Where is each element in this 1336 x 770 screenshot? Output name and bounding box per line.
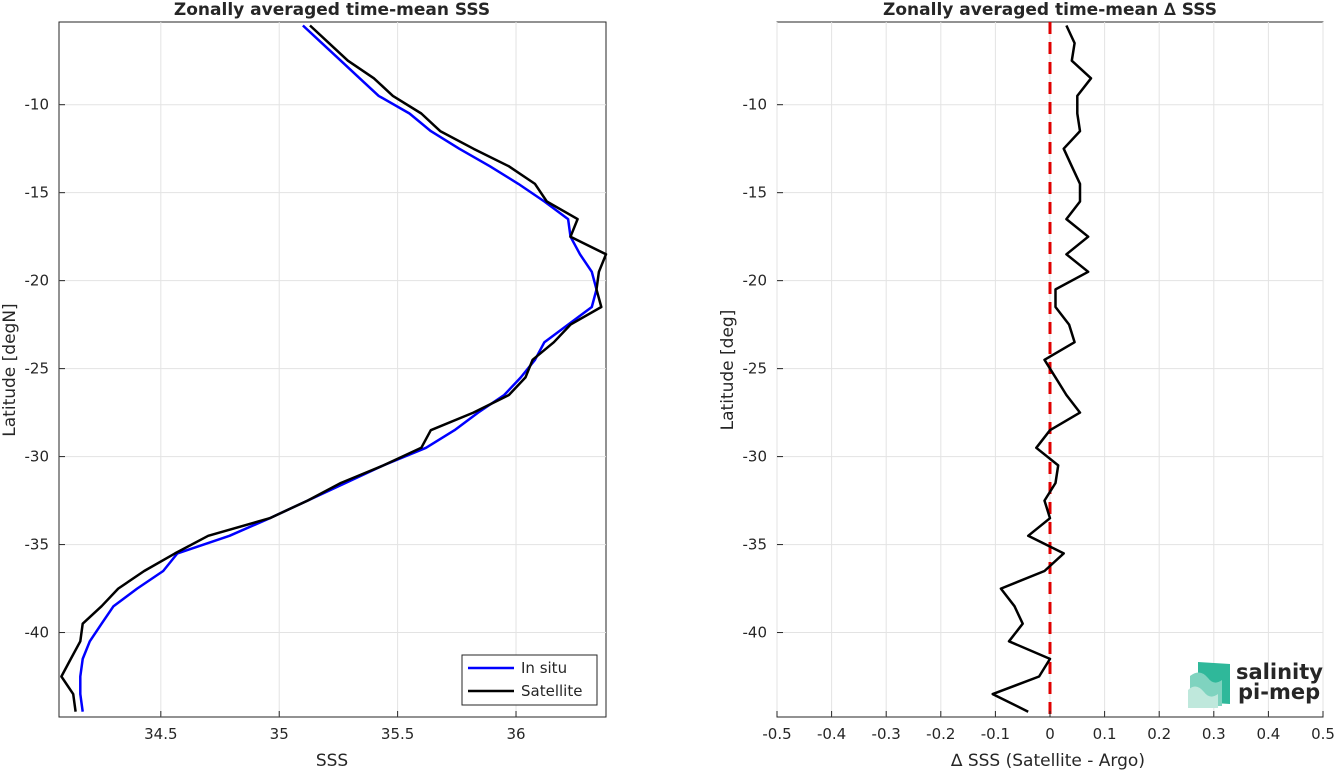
delta-sss-x-tick-label: 0.4 — [1256, 725, 1280, 743]
salinity-pi-mep-logo: salinity pi-mep — [1188, 660, 1323, 708]
delta-sss-x-tick-label: -0.1 — [981, 725, 1010, 743]
delta-sss-x-tick-label: 0.5 — [1311, 725, 1335, 743]
logo-text-pi-mep: pi-mep — [1238, 680, 1320, 704]
sss-grid — [59, 22, 606, 717]
delta-sss-y-tick-label: -40 — [743, 624, 768, 642]
delta-sss-y-tick-label: -15 — [743, 184, 768, 202]
sss-x-tick-label: 36 — [506, 725, 525, 743]
delta-sss-y-tick-label: -25 — [743, 360, 768, 378]
sss-y-axis-label: Latitude [degN] — [0, 303, 20, 436]
delta-sss-x-tick-label: 0 — [1045, 725, 1055, 743]
sss-x-axis-label: SSS — [316, 751, 348, 770]
sss-x-tick-label: 35.5 — [381, 725, 414, 743]
sss-x-tick-label: 34.5 — [144, 725, 177, 743]
sss-legend: In situ Satellite — [461, 654, 598, 706]
delta-sss-series-0-line — [991, 24, 1093, 713]
sss-legend-box — [461, 654, 598, 706]
sss-series — [60, 24, 608, 712]
delta-sss-x-axis-label: ∆ SSS (Satellite - Argo) — [950, 751, 1145, 770]
delta-sss-y-axis-label: Latitude [deg] — [718, 310, 738, 431]
delta-sss-chart-title: Zonally averaged time-mean ∆ SSS — [883, 0, 1217, 20]
delta-sss-x-tick-label: 0.2 — [1147, 725, 1171, 743]
legend-label-in-situ: In situ — [521, 659, 567, 677]
sss-plot-area — [58, 21, 607, 718]
delta-sss-x-tick-label: -0.2 — [926, 725, 955, 743]
sss-satellite-line — [60, 24, 608, 712]
delta-sss-x-tick-label: 0.3 — [1202, 725, 1226, 743]
sss-y-tick-label: -40 — [25, 624, 50, 642]
delta-sss-x-tick-label: -0.3 — [872, 725, 901, 743]
legend-label-satellite: Satellite — [521, 682, 582, 700]
delta-sss-series — [991, 24, 1093, 713]
delta-sss-y-tick-label: -30 — [743, 448, 768, 466]
delta-sss-y-tick-label: -10 — [743, 96, 768, 114]
sss-y-tick-label: -25 — [25, 360, 50, 378]
sss-y-tick-label: -30 — [25, 448, 50, 466]
sss-y-tick-label: -15 — [25, 184, 50, 202]
sss-panel: 34.5 35 35.5 36 -10 -15 -20 -25 -30 -35 -40 Zonall… — [0, 0, 608, 770]
sss-ticks: 34.5 35 35.5 36 -10 -15 -20 -25 -30 -35 -40 — [25, 96, 526, 743]
delta-sss-y-tick-label: -35 — [743, 536, 768, 554]
delta-sss-y-tick-label: -20 — [743, 272, 768, 290]
sss-x-tick-label: 35 — [270, 725, 289, 743]
sss-y-tick-label: -20 — [25, 272, 50, 290]
logo-text-salinity: salinity — [1236, 660, 1323, 684]
sss-chart-title: Zonally averaged time-mean SSS — [174, 0, 490, 20]
delta-sss-panel: -0.5 -0.4 -0.3 -0.2 -0.1 0 0.1 0.2 0.3 0.4 0.5 -10 -… — [718, 0, 1335, 770]
sss-y-tick-label: -35 — [25, 536, 50, 554]
delta-sss-x-tick-label: -0.5 — [762, 725, 791, 743]
delta-sss-grid — [776, 22, 1324, 717]
sss-y-tick-label: -10 — [25, 96, 50, 114]
delta-sss-x-tick-label: 0.1 — [1093, 725, 1117, 743]
delta-sss-x-tick-label: -0.4 — [817, 725, 846, 743]
delta-sss-ticks: -0.5 -0.4 -0.3 -0.2 -0.1 0 0.1 0.2 0.3 0.4 0.5 -10 -… — [743, 96, 1335, 743]
logo-wave-icon — [1188, 662, 1230, 708]
